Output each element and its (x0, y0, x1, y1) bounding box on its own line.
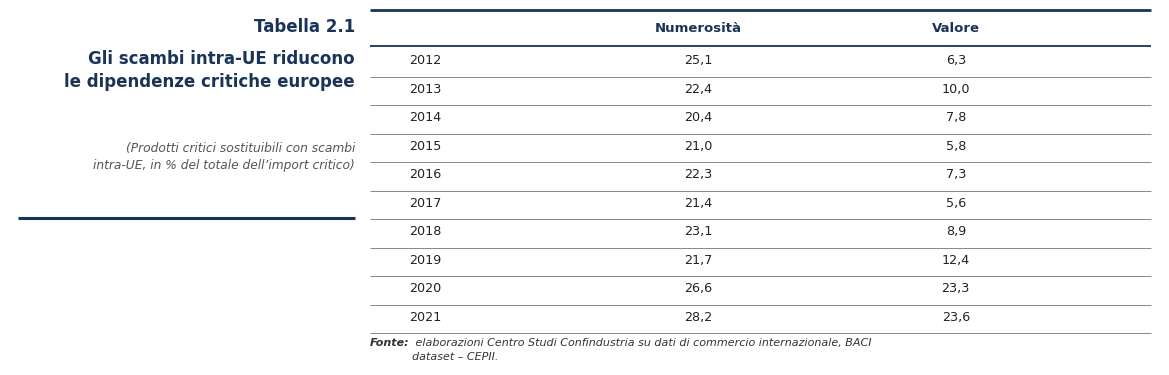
Text: 21,4: 21,4 (684, 197, 712, 210)
Text: 7,8: 7,8 (946, 111, 966, 125)
Text: 2016: 2016 (409, 168, 441, 182)
Text: 20,4: 20,4 (684, 111, 712, 125)
Text: 23,3: 23,3 (941, 282, 970, 296)
Text: 2013: 2013 (409, 83, 441, 96)
Text: 2020: 2020 (409, 282, 441, 296)
Text: 2017: 2017 (409, 197, 441, 210)
Text: 26,6: 26,6 (684, 282, 712, 296)
Text: 6,3: 6,3 (946, 54, 966, 68)
Text: 22,3: 22,3 (684, 168, 712, 182)
Text: 12,4: 12,4 (941, 254, 970, 267)
Text: (Prodotti critici sostituibili con scambi
intra-UE, in % del totale dell’import : (Prodotti critici sostituibili con scamb… (94, 142, 355, 172)
Text: Gli scambi intra-UE riducono
le dipendenze critiche europee: Gli scambi intra-UE riducono le dipenden… (64, 50, 355, 91)
Text: 5,6: 5,6 (946, 197, 966, 210)
Text: 2014: 2014 (409, 111, 441, 125)
Text: 2021: 2021 (409, 311, 441, 324)
Text: 23,1: 23,1 (684, 225, 712, 238)
Text: Fonte:: Fonte: (371, 338, 409, 348)
Text: 10,0: 10,0 (941, 83, 970, 96)
Text: 23,6: 23,6 (941, 311, 970, 324)
Text: 22,4: 22,4 (684, 83, 712, 96)
Text: 5,8: 5,8 (946, 140, 966, 153)
Text: 25,1: 25,1 (684, 54, 712, 68)
Text: Valore: Valore (932, 22, 980, 35)
Text: 21,0: 21,0 (684, 140, 712, 153)
Text: 7,3: 7,3 (946, 168, 966, 182)
Text: Numerosità: Numerosità (655, 22, 741, 35)
Text: 2019: 2019 (409, 254, 441, 267)
Text: 28,2: 28,2 (684, 311, 712, 324)
Text: Tabella 2.1: Tabella 2.1 (254, 18, 355, 36)
Text: elaborazioni Centro Studi Confindustria su dati di commercio internazionale, BAC: elaborazioni Centro Studi Confindustria … (411, 338, 872, 362)
Text: 21,7: 21,7 (684, 254, 712, 267)
Text: 2015: 2015 (409, 140, 441, 153)
Text: 2018: 2018 (409, 225, 441, 238)
Text: 2012: 2012 (409, 54, 441, 68)
Text: 8,9: 8,9 (946, 225, 966, 238)
